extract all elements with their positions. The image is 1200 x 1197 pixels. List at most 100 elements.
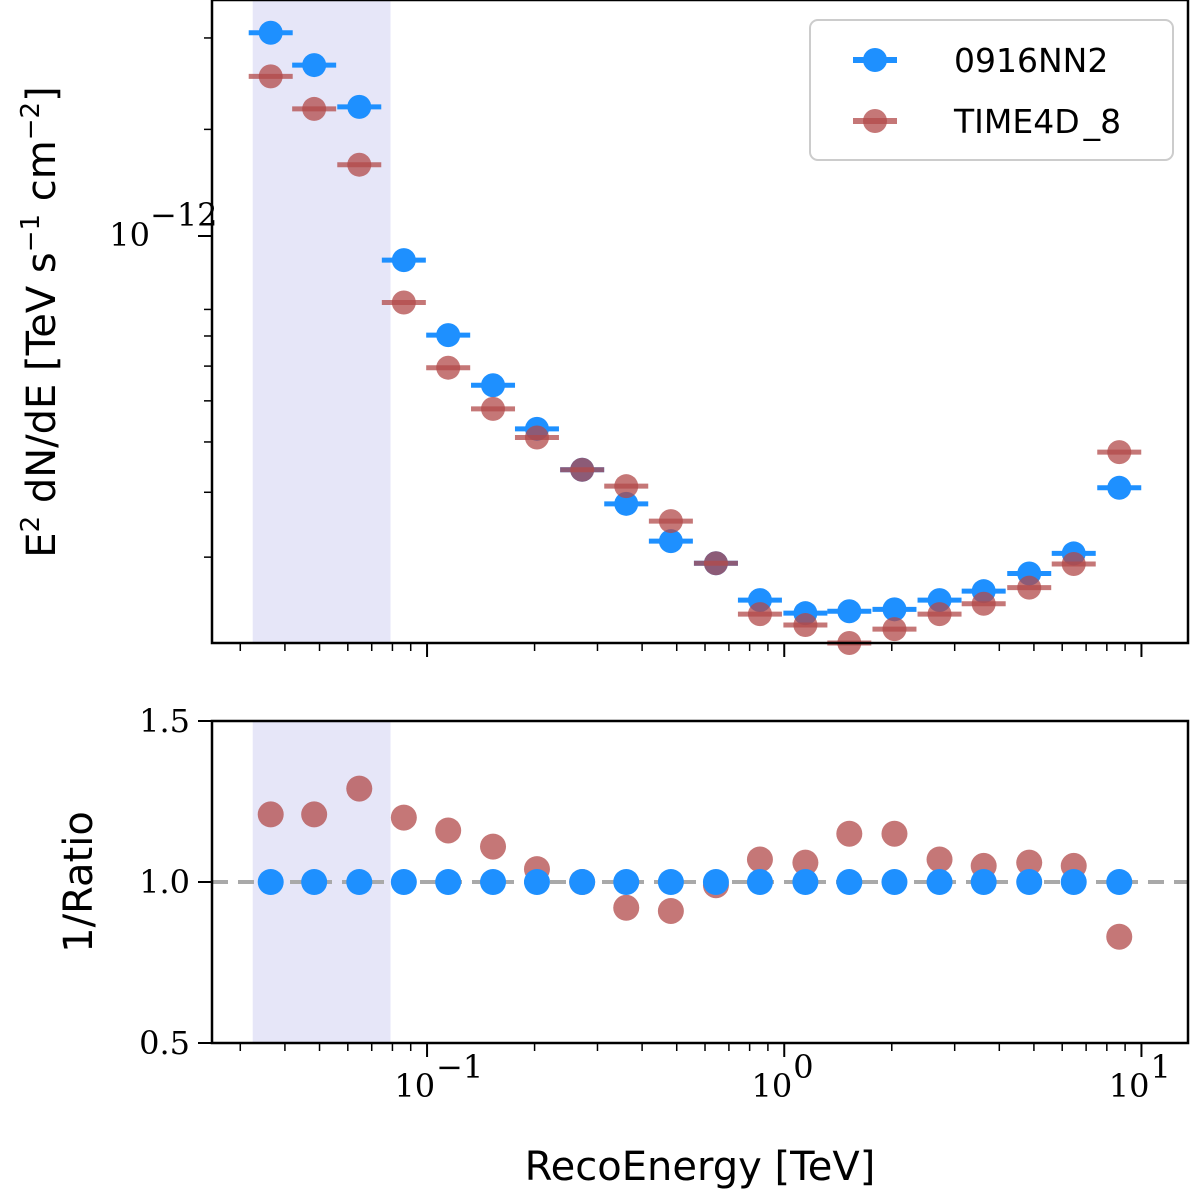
- bottom-point-0916nn2: [523, 869, 550, 895]
- bottom-panel: 0.5 1.0 1.5 10 −1 10 0 10 1 1/Ratio: [56, 643, 1190, 1190]
- top-point-time4d8: [570, 457, 595, 482]
- top-point-0916nn2: [614, 491, 639, 516]
- xtick-label-1-base: 10: [752, 1067, 793, 1105]
- bottom-point-0916nn2: [613, 869, 640, 895]
- top-point-time4d8: [391, 290, 416, 315]
- bottom-point-time4d8: [301, 801, 328, 828]
- bottom-point-0916nn2: [390, 869, 417, 895]
- bottom-point-time4d8: [657, 897, 684, 924]
- bottom-ytick-label-0.5: 0.5: [139, 1024, 190, 1062]
- bottom-point-0916nn2: [792, 869, 819, 895]
- xtick-label-0.1-exp: −1: [436, 1048, 483, 1086]
- bottom-ytick-label-1.0: 1.0: [139, 863, 190, 901]
- legend-marker-time4d8: [863, 109, 887, 133]
- bottom-point-time4d8: [836, 820, 863, 847]
- top-point-0916nn2: [302, 53, 327, 78]
- bottom-point-time4d8: [257, 801, 284, 828]
- xtick-label-10-base: 10: [1109, 1067, 1150, 1105]
- xtick-label-10-exp: 1: [1150, 1048, 1170, 1086]
- top-point-0916nn2: [258, 20, 283, 45]
- bottom-point-time4d8: [390, 804, 417, 831]
- top-ytick-1e-12: 10 −12: [109, 196, 217, 254]
- top-x-major-ticks: [426, 643, 1143, 657]
- xtick-label-0.1-base: 10: [394, 1067, 435, 1105]
- legend-box: [809, 19, 1174, 161]
- top-point-0916nn2: [837, 599, 862, 624]
- xlabel: RecoEnergy [TeV]: [525, 1144, 876, 1190]
- legend: 0916NN2 TIME4D _8: [809, 19, 1174, 161]
- bottom-point-0916nn2: [836, 869, 863, 895]
- bottom-point-time4d8: [613, 894, 640, 921]
- top-ylabel: E2 dN/dE [TeV s−1 cm−2]: [16, 86, 65, 557]
- top-point-time4d8: [1061, 552, 1086, 577]
- top-point-0916nn2: [391, 248, 416, 273]
- top-x-minor-ticks: [239, 643, 1126, 651]
- bottom-point-0916nn2: [881, 869, 908, 895]
- bottom-point-0916nn2: [480, 869, 507, 895]
- bottom-point-0916nn2: [569, 869, 596, 895]
- top-point-0916nn2: [1107, 475, 1132, 500]
- bottom-point-time4d8: [881, 820, 908, 847]
- top-point-time4d8: [347, 152, 372, 177]
- bottom-ytick-label-1.5: 1.5: [139, 702, 190, 740]
- top-point-time4d8: [747, 602, 772, 627]
- top-point-time4d8: [793, 613, 818, 638]
- bottom-point-0916nn2: [746, 869, 773, 895]
- bottom-point-0916nn2: [257, 869, 284, 895]
- top-point-time4d8: [927, 602, 952, 627]
- xtick-1: 10 0: [752, 1043, 814, 1105]
- top-ytick-base: 10: [109, 216, 150, 254]
- top-point-0916nn2: [481, 373, 506, 398]
- bottom-point-0916nn2: [435, 869, 462, 895]
- bottom-point-time4d8: [1106, 923, 1133, 950]
- legend-label-0916nn2: 0916NN2: [954, 41, 1108, 80]
- legend-label-time4d8: TIME4D _8: [953, 102, 1121, 141]
- bottom-data-points: [257, 775, 1133, 950]
- top-point-time4d8: [1107, 440, 1132, 465]
- bottom-ytick-0.5: 0.5: [139, 1024, 212, 1062]
- top-y-minor-ticks: [204, 37, 212, 558]
- bottom-point-time4d8: [480, 833, 507, 860]
- top-point-0916nn2: [436, 323, 461, 348]
- bottom-point-time4d8: [926, 846, 953, 873]
- bottom-point-time4d8: [746, 846, 773, 873]
- bottom-point-0916nn2: [657, 869, 684, 895]
- top-panel: 10 −12 E2 dN/dE [TeV s−1 cm−2] 0916NN2 T…: [16, 0, 1190, 655]
- top-point-time4d8: [258, 64, 283, 89]
- bottom-point-time4d8: [792, 849, 819, 876]
- bottom-point-0916nn2: [970, 869, 997, 895]
- top-point-time4d8: [882, 617, 907, 642]
- bottom-point-time4d8: [435, 817, 462, 844]
- top-point-time4d8: [436, 355, 461, 380]
- top-point-time4d8: [524, 425, 549, 450]
- xtick-label-1-exp: 0: [793, 1048, 813, 1086]
- bottom-point-time4d8: [346, 775, 373, 802]
- bottom-point-0916nn2: [1106, 869, 1133, 895]
- xtick-10: 10 1: [1109, 1043, 1171, 1105]
- top-point-time4d8: [614, 474, 639, 499]
- bottom-point-0916nn2: [926, 869, 953, 895]
- bottom-point-0916nn2: [301, 869, 328, 895]
- top-plot-frame: [210, 0, 1190, 645]
- bottom-ylabel: 1/Ratio: [56, 811, 102, 953]
- legend-marker-0916nn2: [863, 48, 887, 72]
- top-point-0916nn2: [882, 597, 907, 622]
- top-shaded-region: [252, 0, 391, 643]
- xtick-0.1: 10 −1: [394, 1043, 483, 1105]
- top-point-time4d8: [658, 509, 683, 534]
- top-point-time4d8: [302, 96, 327, 121]
- top-ytick-exp: −12: [150, 196, 218, 234]
- bottom-point-0916nn2: [702, 869, 729, 895]
- top-point-0916nn2: [347, 94, 372, 119]
- bottom-point-0916nn2: [346, 869, 373, 895]
- top-point-0916nn2: [658, 529, 683, 554]
- legend-entry-0916nn2: 0916NN2: [853, 41, 1108, 80]
- bottom-point-time4d8: [1016, 849, 1043, 876]
- top-point-time4d8: [703, 551, 728, 576]
- top-point-time4d8: [971, 591, 996, 616]
- bottom-point-0916nn2: [1060, 869, 1087, 895]
- bottom-point-0916nn2: [1016, 869, 1043, 895]
- top-point-time4d8: [1017, 575, 1042, 600]
- top-data-points: [248, 20, 1142, 655]
